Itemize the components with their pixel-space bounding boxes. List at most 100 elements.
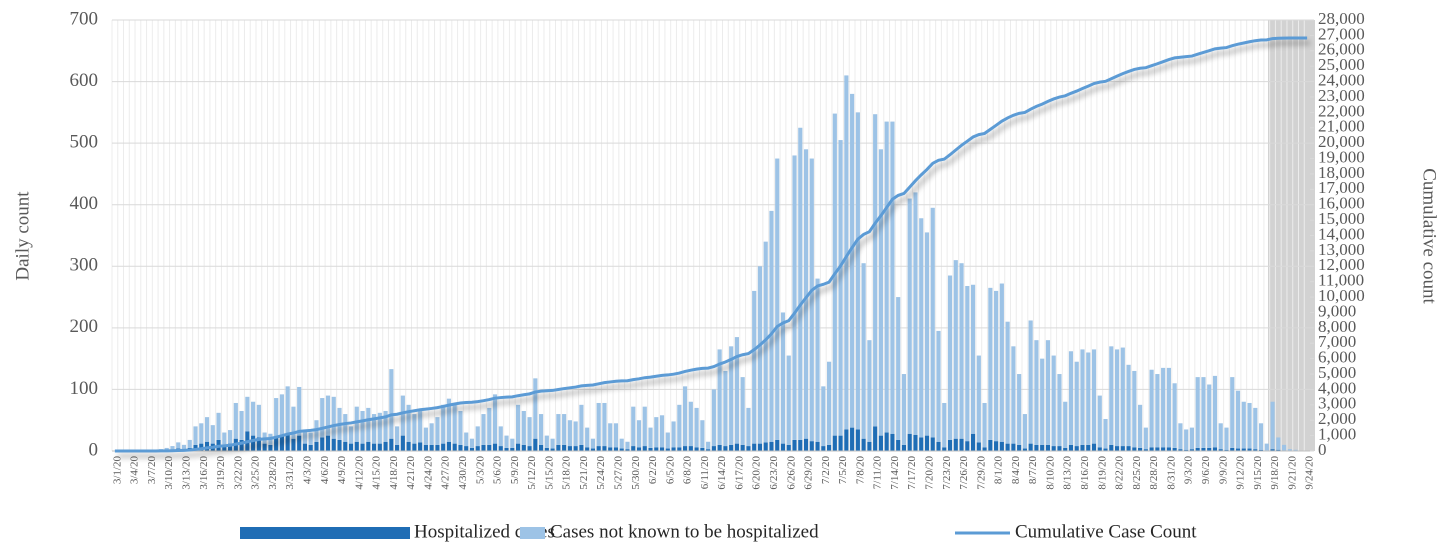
bar [1045,444,1051,451]
bar [901,374,907,445]
y2-tick-label: 6,000 [1318,348,1356,367]
y2-tick-label: 4,000 [1318,378,1356,397]
bar [492,394,498,444]
bar [970,433,976,451]
bar [1034,340,1039,445]
bar [1195,377,1200,448]
bar [654,417,659,448]
bar [567,420,572,447]
bar [274,437,279,451]
bar [521,410,526,445]
bar [487,444,492,451]
bar [1074,361,1079,447]
bar [913,434,918,451]
bar [539,444,544,451]
bar [1230,447,1235,451]
x-tick-label: 7/14/20 [889,456,901,490]
x-tick-label: 7/17/20 [906,456,918,490]
bar [815,278,820,442]
bar [1258,423,1264,450]
bar [850,427,855,451]
bar [1276,437,1281,450]
bar [602,446,607,451]
bar [550,448,555,451]
bar [320,398,325,438]
bar [642,406,647,447]
bar [930,437,935,451]
bar [982,402,987,448]
x-tick-label: 7/20/20 [924,456,936,490]
y2-tick-label: 27,000 [1318,24,1365,43]
bar [821,446,826,451]
bar [1074,446,1079,451]
bar [671,421,676,448]
bar [222,444,227,451]
y2-tick-label: 8,000 [1318,317,1356,336]
bar [959,263,964,439]
bar [256,437,261,451]
x-tick-label: 9/3/20 [1183,456,1195,485]
bar [746,446,751,451]
y2-tick-label: 25,000 [1318,55,1365,74]
bar [446,398,452,442]
bar [279,394,284,436]
x-tick-label: 3/7/20 [146,456,158,485]
y-axis-title: Daily count [12,191,33,281]
bar [942,402,947,448]
bar [348,443,354,451]
bar [688,446,693,451]
bar [890,121,895,434]
bar [1161,367,1166,448]
bar [775,439,780,451]
bar [562,444,567,451]
bar [1126,446,1131,451]
bar [786,444,791,451]
bar [873,426,878,451]
bar [498,426,503,447]
bar [406,404,411,442]
bar [354,406,359,442]
x-tick-label: 5/21/20 [578,456,590,490]
bar [395,444,400,451]
bar [429,444,434,451]
bar [395,426,400,445]
bar [613,447,619,451]
bar [901,444,907,451]
x-tick-label: 6/29/20 [803,456,815,490]
bar [924,435,930,451]
bar [596,446,601,451]
x-tick-label: 6/26/20 [785,456,797,490]
bar [1218,449,1223,451]
bar [711,446,716,451]
bar [1114,446,1120,451]
bar [1264,443,1269,451]
bar [1011,443,1016,451]
x-tick-label: 7/2/20 [820,456,832,485]
bar [619,438,624,449]
bar [723,370,728,447]
bar [1109,444,1114,451]
bar [936,441,941,451]
bar [435,444,440,451]
bar [343,441,348,451]
bar [1011,346,1016,444]
bar [994,290,999,442]
bar [533,438,538,451]
bar [602,402,607,447]
bar [302,443,308,451]
bar [619,448,624,451]
bar [573,421,578,447]
bar [1178,423,1183,450]
bar [1189,449,1195,451]
bar [452,443,457,451]
bar [665,432,670,449]
bar [694,407,699,448]
bar [1138,404,1143,448]
bar [164,447,169,450]
bar [861,438,866,451]
bar [251,401,256,436]
bar [423,427,428,445]
bar [204,417,210,442]
bar [734,443,739,451]
x-tick-label: 9/15/20 [1252,456,1264,490]
